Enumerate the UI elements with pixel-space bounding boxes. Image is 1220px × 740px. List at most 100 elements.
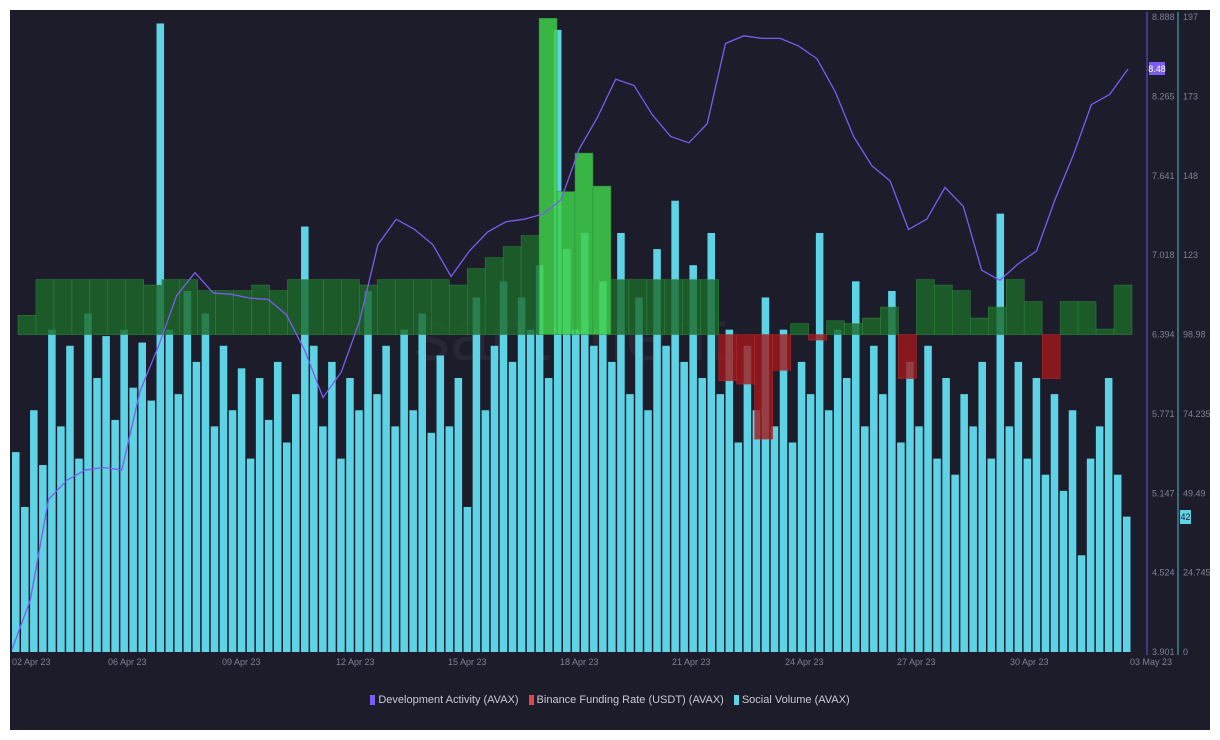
funding-rate-bar-positive — [1023, 301, 1043, 335]
social-volume-bar — [481, 410, 490, 652]
social-volume-bar — [779, 329, 788, 652]
x-axis-tick-label: 24 Apr 23 — [785, 657, 824, 667]
social-volume-bar — [102, 336, 110, 652]
funding-rate-bar-positive — [610, 279, 630, 335]
social-volume-bar — [183, 290, 192, 652]
social-volume-bar — [879, 394, 887, 652]
funding-rate-bar-positive — [988, 306, 1007, 335]
social-volume-bar — [797, 361, 806, 652]
social-volume-bar — [391, 426, 399, 652]
social-volume-bar — [581, 232, 589, 652]
social-volume-bar — [1068, 410, 1077, 652]
social-volume-bar — [147, 400, 156, 652]
social-volume-bar — [409, 410, 417, 652]
social-volume-bar — [590, 345, 598, 652]
social-volume-bar — [1032, 378, 1041, 652]
social-volume-bar — [264, 419, 273, 652]
social-volume-bar — [1122, 516, 1131, 652]
social-volume-bar — [861, 426, 869, 652]
social-volume-bar — [553, 29, 562, 653]
social-volume-bar — [508, 361, 517, 652]
funding-rate-bar-positive — [682, 279, 702, 335]
social-volume-bar — [653, 249, 661, 652]
funding-rate-bar-positive — [125, 279, 145, 335]
legend-item-dev-activity[interactable]: Development Activity (AVAX) — [370, 694, 519, 706]
social-volume-bar — [472, 297, 481, 652]
funding-rate-bar-positive — [1095, 328, 1115, 335]
social-volume-bar — [301, 226, 309, 652]
legend-swatch — [733, 695, 739, 705]
social-volume-bar — [689, 265, 697, 652]
social-volume-bar — [174, 394, 183, 652]
legend-item-funding-rate[interactable]: Binance Funding Rate (USDT) (AVAX) — [528, 694, 724, 706]
funding-rate-bar-positive — [574, 152, 594, 335]
social-volume-bar — [870, 345, 878, 652]
social-volume-bar — [445, 426, 454, 652]
social-volume-bar — [1113, 474, 1122, 652]
funding-rate-bar-positive — [287, 279, 306, 335]
social-volume-bar — [626, 394, 634, 652]
funding-rate-bar-positive — [970, 317, 989, 335]
funding-rate-bar-negative — [898, 334, 917, 379]
social-volume-bar — [273, 361, 282, 652]
social-volume-bar — [138, 342, 146, 652]
social-volume-bar — [1005, 426, 1014, 652]
social-volume-bar — [1023, 458, 1032, 652]
social-volume-bar — [752, 410, 761, 652]
funding-rate-bar-negative — [1041, 334, 1061, 379]
social-volume-bar — [517, 297, 526, 652]
social-volume-bar — [48, 329, 56, 652]
funding-rate-bar-positive — [826, 320, 845, 335]
legend-label: Development Activity (AVAX) — [378, 694, 519, 706]
funding-rate-bar-positive — [844, 323, 863, 335]
social-volume-bar — [951, 474, 959, 652]
social-volume-bar — [192, 361, 201, 652]
social-volume-bar — [942, 378, 950, 652]
social-volume-bar — [815, 232, 824, 652]
right-current-value: 42 — [1180, 512, 1190, 522]
social-volume-bar — [84, 313, 92, 652]
social-volume-bar — [743, 345, 752, 652]
social-volume-bar — [400, 329, 408, 652]
x-axis-ticks: 02 Apr 23 06 Apr 23 09 Apr 23 12 Apr 23 15 A… — [12, 657, 1172, 667]
social-volume-bar — [165, 329, 174, 652]
social-volume-bar — [355, 410, 363, 652]
funding-rate-bar-negative — [772, 334, 791, 371]
social-volume-bar — [1014, 361, 1023, 652]
legend-item-social-volume[interactable]: Social Volume (AVAX) — [733, 694, 850, 706]
social-volume-bar — [978, 361, 986, 652]
social-volume-bar — [57, 426, 65, 652]
right-axis-ticks: 197 173 148 123 98.98 74.235 49.49 24.745 0 — [1183, 12, 1211, 657]
social-volume-bar — [382, 345, 390, 652]
legend: Development Activity (AVAX) Binance Fund… — [0, 694, 1220, 706]
social-volume-bar — [824, 410, 833, 652]
social-volume-bar — [1059, 490, 1068, 652]
social-volume-bar — [1050, 394, 1059, 652]
funding-rate-bar-positive — [484, 257, 504, 335]
social-volume-bar — [93, 378, 101, 652]
funding-rate-bar-positive — [161, 279, 180, 335]
social-volume-bar — [833, 329, 842, 652]
funding-rate-bar-positive — [538, 18, 558, 335]
social-volume-bar — [635, 297, 643, 652]
left-axis-tick-label: 4.524 — [1152, 568, 1175, 578]
right-axis-tick-label: 148 — [1183, 171, 1198, 181]
left-current-value: 8.48 — [1148, 64, 1166, 74]
social-volume-bar — [499, 281, 508, 652]
social-volume-bar — [454, 378, 463, 652]
social-volume-bar — [156, 23, 165, 652]
social-volume-bar — [337, 458, 345, 652]
funding-rate-bar-positive — [862, 317, 881, 335]
social-volume-bar — [716, 394, 725, 652]
social-volume-bar — [1086, 458, 1095, 652]
funding-rate-bar-positive — [17, 315, 37, 335]
social-volume-bar — [725, 329, 734, 652]
social-volume-bar — [1077, 555, 1086, 652]
social-volume-bar — [219, 345, 228, 652]
funding-rate-bar-positive — [431, 279, 450, 335]
social-volume-bar — [210, 426, 219, 652]
social-volume-bar — [490, 345, 499, 652]
social-volume-bar — [255, 378, 264, 652]
social-volume-bar — [608, 361, 616, 652]
legend-label: Binance Funding Rate (USDT) (AVAX) — [536, 694, 724, 706]
